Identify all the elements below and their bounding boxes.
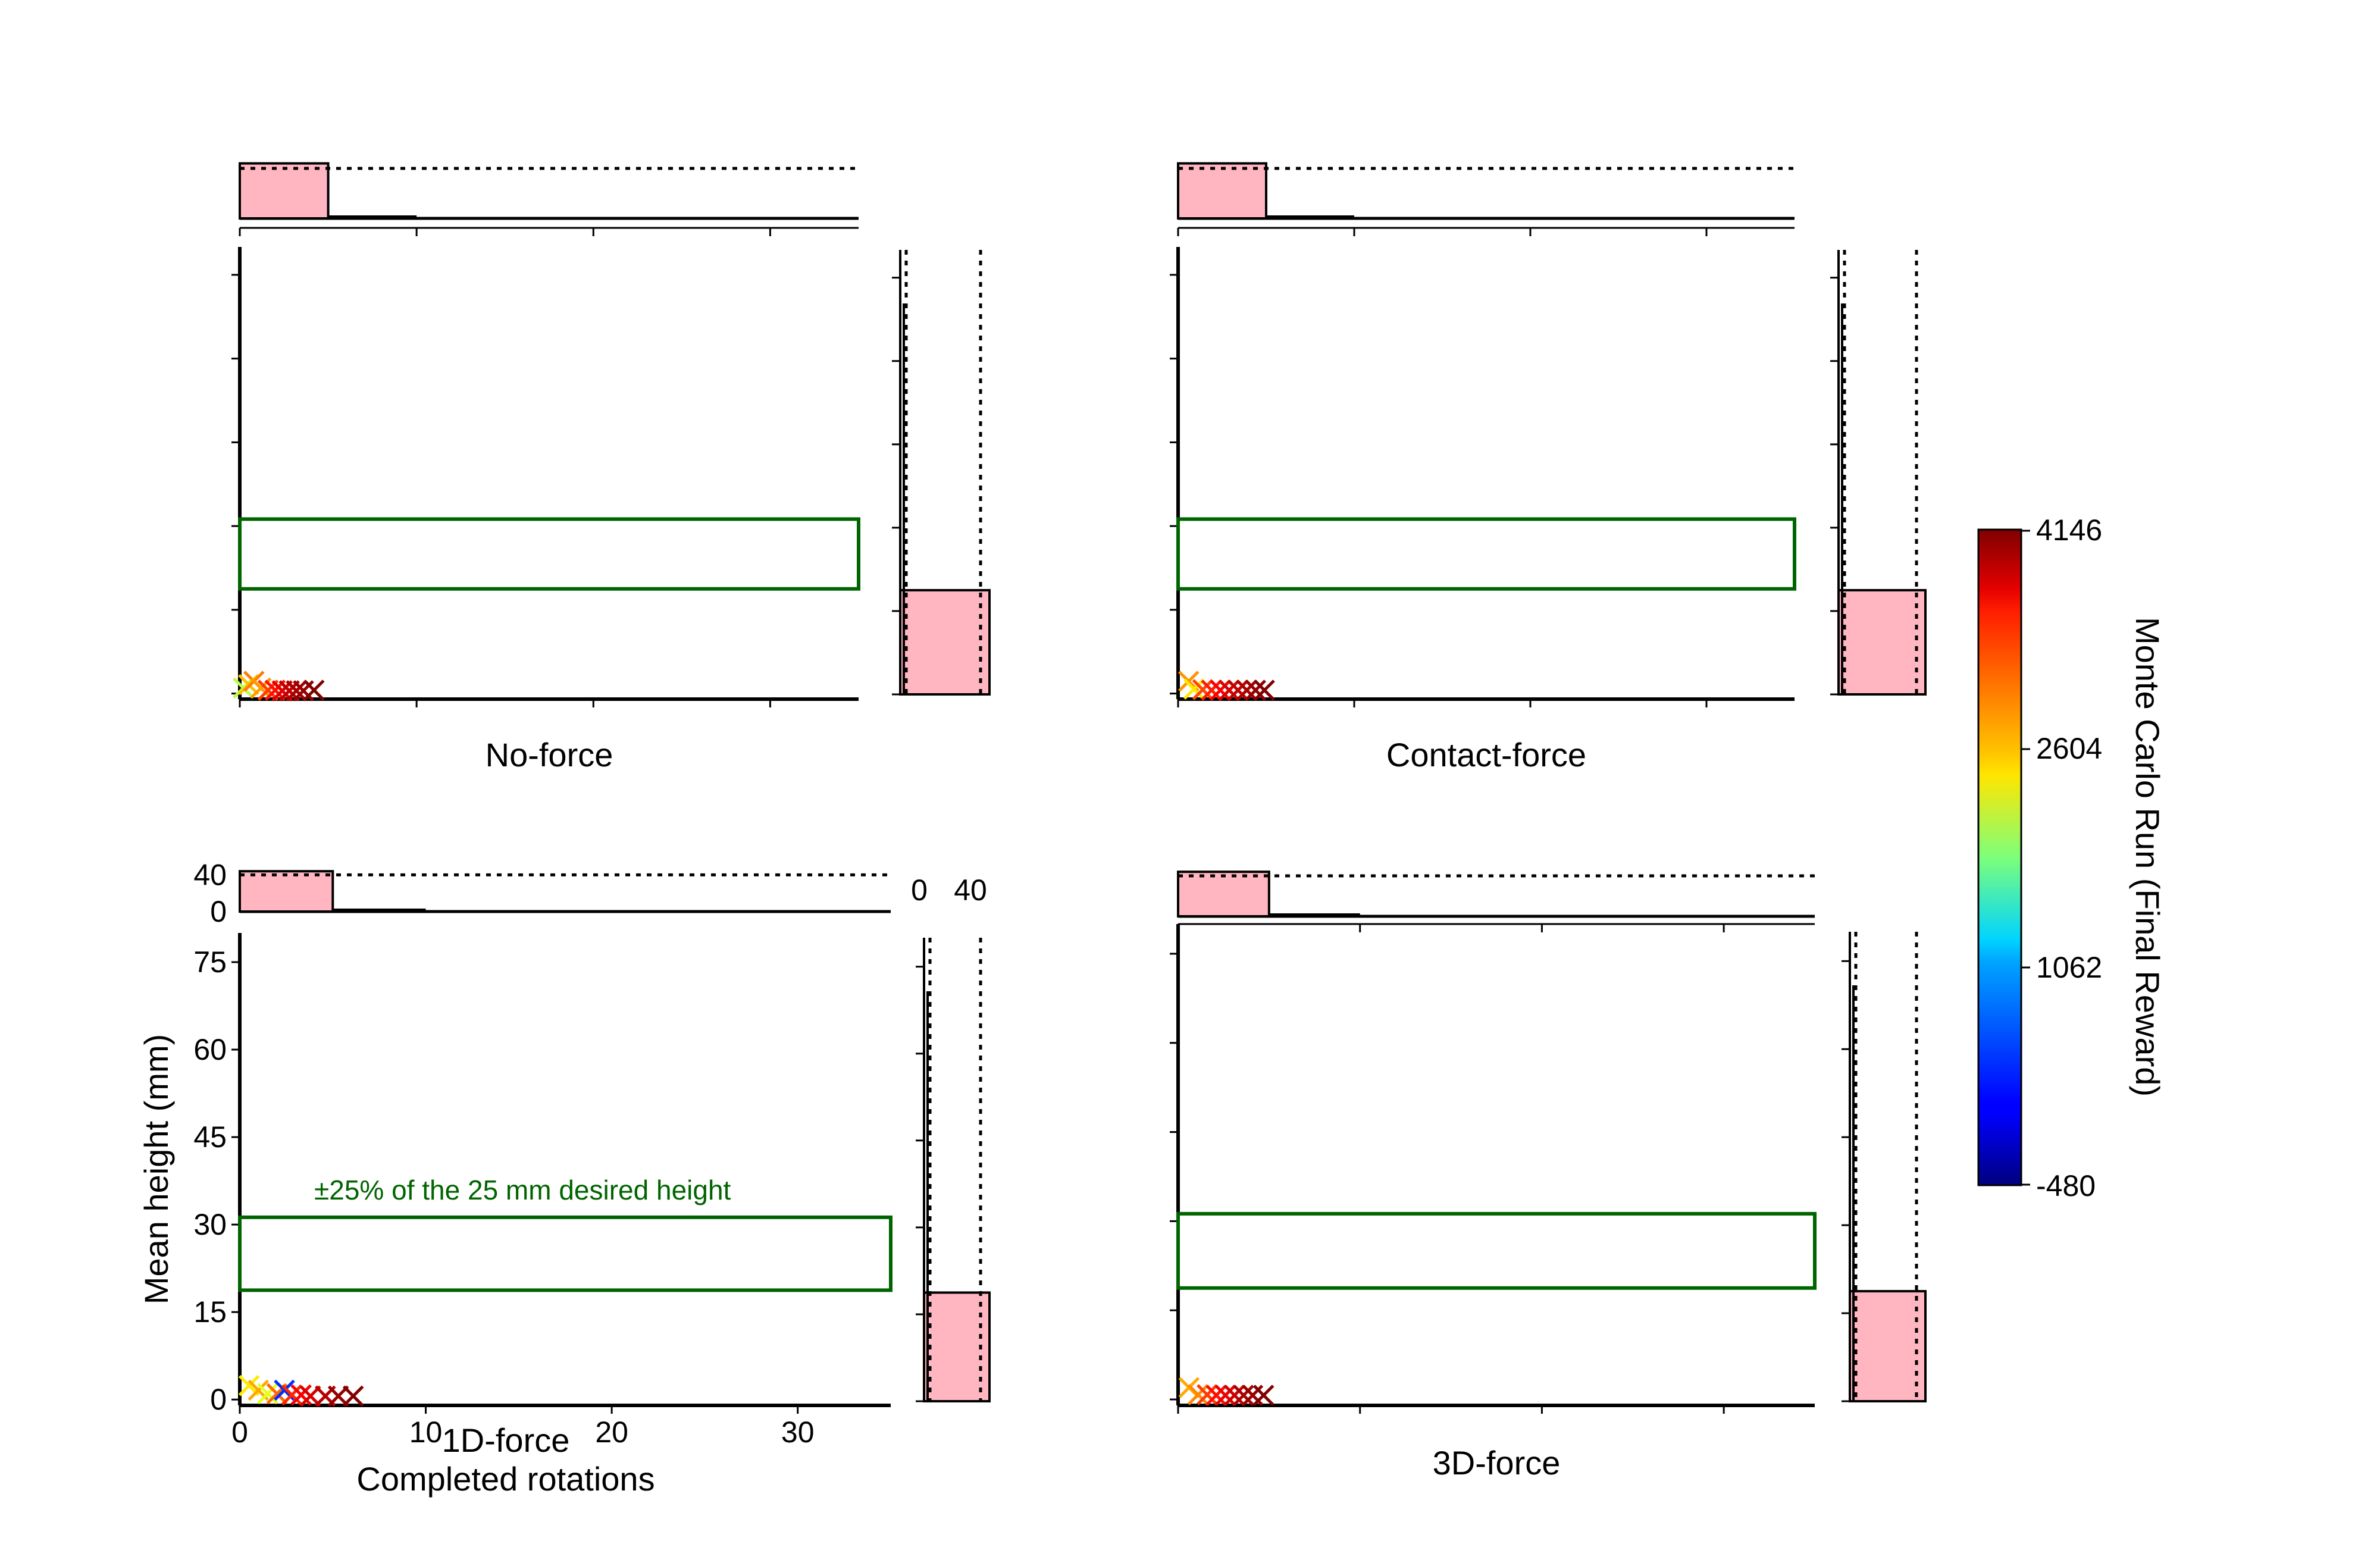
colorbar-label: Monte Carlo Run (Final Reward): [2129, 617, 2166, 1097]
scatter-point: [1227, 679, 1249, 701]
y-tick-label: 75: [193, 945, 227, 979]
colorbar: 4146 2604 1062 -480 Monte Carlo Run (Fin…: [1977, 513, 2166, 1202]
scatter-point-stroke: [1201, 679, 1223, 701]
top-hist-bar: [1177, 162, 1267, 220]
scatter-point: [1214, 1385, 1236, 1406]
scatter-point: [1219, 679, 1240, 701]
scatter-point-stroke: [1252, 1385, 1274, 1406]
scatter-point-stroke: [300, 1385, 321, 1407]
scatter-point: [286, 680, 307, 702]
scatter-point: [1183, 678, 1205, 700]
scatter-point-stroke: [1224, 1385, 1245, 1406]
scatter-point: [300, 1385, 321, 1407]
top-hist-bar: [239, 870, 334, 913]
scatter-point-stroke: [1197, 1384, 1218, 1405]
panel-caption: No-force: [486, 736, 613, 774]
scatter-point-stroke: [303, 679, 325, 701]
y-tick-label: 0: [210, 1383, 227, 1416]
top-hist-bar: [1177, 870, 1270, 917]
colorbar-tick-label: -480: [2036, 1169, 2096, 1202]
y-tick-label: 60: [193, 1033, 227, 1066]
right-hist-bar: [1837, 588, 1927, 696]
scatter-point: [1197, 1384, 1218, 1405]
scatter-point: [342, 1385, 364, 1407]
scatter-point-stroke: [281, 1384, 303, 1406]
scatter-point: [1254, 679, 1275, 701]
scatter-point-stroke: [1227, 679, 1249, 701]
colorbar-tick-label: 4146: [2036, 513, 2102, 547]
scatter-point: [1242, 1385, 1264, 1406]
scatter-point: [1192, 679, 1214, 700]
right-hist-tick-label: 0: [911, 873, 928, 907]
scatter-point-stroke: [1214, 1385, 1236, 1406]
scatter-point-stroke: [238, 1374, 260, 1396]
target-band: [238, 517, 860, 591]
scatter-point-stroke: [1178, 671, 1200, 692]
scatter-point-stroke: [1254, 679, 1275, 701]
x-tick-label: 10: [409, 1416, 443, 1449]
panel-no-force: No-force: [231, 162, 991, 774]
scatter-point: [1187, 1384, 1209, 1405]
y-tick-label: 45: [193, 1120, 227, 1154]
x-tick-label: 30: [781, 1416, 815, 1449]
scatter-point-stroke: [290, 1384, 312, 1406]
scatter-point-stroke: [1245, 679, 1267, 701]
scatter-point: [1245, 679, 1267, 701]
target-band: [1176, 1211, 1817, 1290]
y-axis-label: Mean height (mm): [137, 1034, 175, 1304]
scatter-point-stroke: [1183, 678, 1205, 700]
x-tick-label: 0: [231, 1416, 248, 1449]
scatter-point-stroke: [1236, 679, 1258, 701]
scatter-point-stroke: [286, 680, 307, 702]
scatter-point: [1224, 1385, 1245, 1406]
panel-3d-force: 3D-force: [1170, 870, 1927, 1482]
scatter-point-stroke: [327, 1385, 349, 1407]
y-tick-label: 30: [193, 1208, 227, 1241]
scatter-point: [290, 1384, 312, 1406]
panel-caption: 3D-force: [1433, 1444, 1561, 1482]
scatter-point-stroke: [1187, 1384, 1209, 1405]
scatter-point-stroke: [1233, 1385, 1254, 1406]
colorbar-tick-label: 1062: [2036, 951, 2102, 984]
scatter-point-stroke: [274, 1379, 295, 1401]
scatter-point-stroke: [342, 1385, 364, 1407]
panel-contact-force: Contact-force: [1170, 162, 1927, 774]
target-band: [1176, 517, 1796, 591]
target-band-label: ±25% of the 25 mm desired height: [314, 1175, 731, 1205]
scatter-point: [257, 1383, 278, 1405]
top-hist-tick-label: 0: [210, 895, 227, 928]
scatter-point: [1236, 679, 1258, 701]
scatter-point-stroke: [1205, 1385, 1227, 1406]
scatter-point: [327, 1385, 349, 1407]
target-band: [238, 1215, 892, 1292]
scatter-point-stroke: [257, 1383, 278, 1405]
scatter-point: [1233, 1385, 1254, 1406]
panel-caption: Contact-force: [1386, 736, 1586, 774]
colorbar-tick-label: 2604: [2036, 732, 2102, 765]
scatter-point: [1201, 679, 1223, 701]
right-hist-bar: [1849, 1290, 1927, 1402]
top-hist-tick-label: 40: [193, 858, 227, 891]
right-hist-tick-label: 40: [954, 873, 987, 907]
scatter-point-stroke: [1192, 679, 1214, 700]
x-tick-label: 20: [595, 1416, 628, 1449]
panels: No-force Contact-force 0 15 30 45 60 75 0 10 20 30 ±…: [137, 162, 1927, 1498]
scatter-point: [1252, 1385, 1274, 1406]
panel-1d-force: 0 15 30 45 60 75 0 10 20 30 ±25% of the 25 mm desi…: [137, 858, 991, 1498]
scatter-point-stroke: [1210, 679, 1231, 701]
scatter-point-stroke: [248, 1379, 270, 1401]
x-axis-label: Completed rotations: [356, 1460, 654, 1498]
scatter-point: [1210, 679, 1231, 701]
scatter-point: [303, 679, 325, 701]
panel-caption: 1D-force: [442, 1421, 570, 1459]
right-hist-bar: [923, 1291, 991, 1402]
y-tick-label: 15: [193, 1295, 227, 1329]
scatter-point: [1205, 1385, 1227, 1406]
top-hist-bar: [239, 162, 330, 220]
right-hist-bar: [899, 588, 991, 696]
scatter-point: [281, 1384, 303, 1406]
colorbar-gradient: [1977, 528, 2022, 1186]
scatter-point-stroke: [1219, 679, 1240, 701]
